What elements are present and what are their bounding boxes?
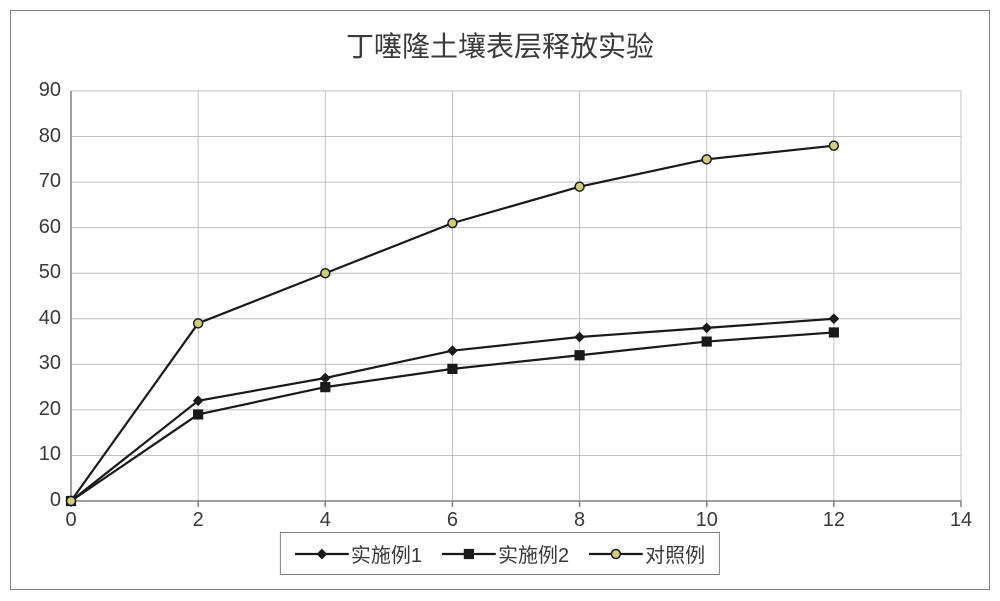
legend-item: 对照例 — [589, 539, 705, 568]
x-tick-label: 12 — [814, 509, 854, 532]
y-tick-label: 10 — [21, 443, 61, 466]
y-tick-label: 50 — [21, 261, 61, 284]
x-tick-label: 4 — [305, 509, 345, 532]
x-tick-label: 8 — [560, 509, 600, 532]
chart-container: 丁噻隆土壤表层释放实验 实施例1 实施例2 对照例 0 2 4 6 8 10 12 14 0 10 20… — [10, 10, 990, 590]
x-tick-label: 10 — [687, 509, 727, 532]
y-tick-label: 40 — [21, 307, 61, 330]
chart-title: 丁噻隆土壤表层释放实验 — [11, 25, 989, 65]
y-tick-label: 20 — [21, 398, 61, 421]
x-tick-label: 0 — [51, 509, 91, 532]
x-tick-label: 14 — [941, 509, 981, 532]
y-tick-label: 70 — [21, 170, 61, 193]
legend-item: 实施例1 — [295, 539, 422, 568]
y-tick-label: 60 — [21, 216, 61, 239]
y-tick-label: 30 — [21, 352, 61, 375]
y-tick-label: 90 — [21, 79, 61, 102]
y-tick-label: 0 — [21, 489, 61, 512]
chart-svg — [71, 91, 961, 501]
y-tick-label: 80 — [21, 125, 61, 148]
legend: 实施例1 实施例2 对照例 — [280, 532, 720, 575]
plot-area — [71, 91, 961, 501]
legend-label: 实施例2 — [498, 539, 569, 568]
x-tick-label: 6 — [432, 509, 472, 532]
legend-label: 实施例1 — [351, 539, 422, 568]
legend-label: 对照例 — [645, 539, 705, 568]
legend-item: 实施例2 — [442, 539, 569, 568]
x-tick-label: 2 — [178, 509, 218, 532]
